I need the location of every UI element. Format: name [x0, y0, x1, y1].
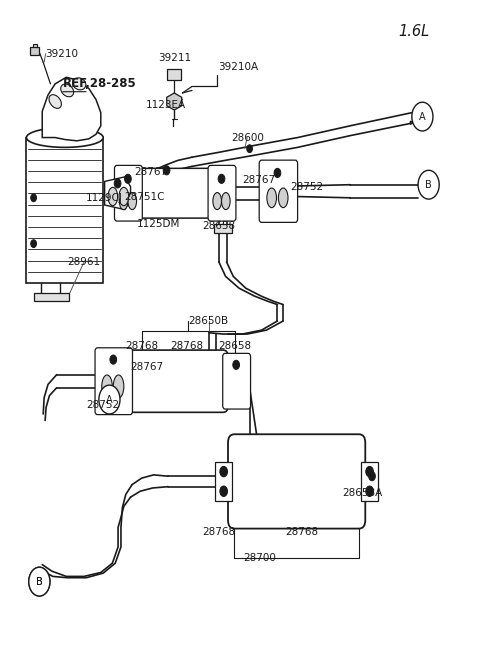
Text: 39211: 39211	[158, 52, 192, 63]
FancyBboxPatch shape	[208, 166, 236, 221]
Text: 28961: 28961	[67, 257, 101, 267]
Circle shape	[418, 170, 439, 199]
Circle shape	[29, 567, 50, 596]
Circle shape	[99, 385, 120, 414]
Circle shape	[366, 486, 373, 496]
Circle shape	[366, 466, 373, 477]
Polygon shape	[30, 47, 39, 55]
Polygon shape	[215, 462, 232, 501]
Text: B: B	[36, 576, 43, 587]
Text: 1125DM: 1125DM	[137, 219, 180, 229]
FancyBboxPatch shape	[114, 166, 142, 221]
Circle shape	[220, 486, 228, 496]
Ellipse shape	[221, 193, 230, 210]
Ellipse shape	[26, 128, 103, 147]
Text: 28650B: 28650B	[189, 316, 229, 326]
Circle shape	[124, 174, 132, 183]
Circle shape	[163, 166, 170, 175]
Circle shape	[220, 466, 228, 477]
Circle shape	[369, 472, 375, 481]
Text: 28768: 28768	[125, 341, 158, 351]
Circle shape	[218, 174, 225, 183]
Ellipse shape	[119, 193, 128, 210]
FancyBboxPatch shape	[127, 350, 228, 413]
FancyBboxPatch shape	[228, 434, 365, 529]
Circle shape	[274, 168, 281, 178]
Ellipse shape	[267, 188, 276, 208]
Polygon shape	[33, 44, 37, 47]
Ellipse shape	[102, 375, 112, 398]
Text: 1129CJ: 1129CJ	[85, 193, 122, 203]
Text: 28767: 28767	[242, 175, 275, 185]
Circle shape	[31, 194, 36, 202]
Polygon shape	[26, 138, 103, 283]
Text: B: B	[36, 576, 43, 587]
Text: 28658: 28658	[218, 341, 252, 351]
Ellipse shape	[72, 78, 86, 90]
Polygon shape	[167, 93, 182, 110]
Text: 28752: 28752	[86, 400, 120, 410]
Text: B: B	[425, 179, 432, 190]
Polygon shape	[214, 224, 232, 233]
Text: 28751C: 28751C	[124, 191, 164, 202]
FancyBboxPatch shape	[223, 354, 251, 409]
Polygon shape	[361, 462, 378, 501]
Text: 28767: 28767	[130, 362, 163, 372]
Circle shape	[29, 567, 50, 596]
Circle shape	[110, 355, 117, 364]
FancyBboxPatch shape	[259, 160, 298, 223]
Circle shape	[233, 360, 240, 369]
Ellipse shape	[213, 193, 222, 210]
Ellipse shape	[119, 187, 129, 206]
Text: A: A	[419, 111, 426, 122]
Circle shape	[412, 102, 433, 131]
Polygon shape	[105, 177, 131, 210]
Ellipse shape	[60, 84, 74, 97]
Text: 28768: 28768	[170, 341, 204, 351]
Polygon shape	[34, 293, 69, 301]
FancyBboxPatch shape	[136, 168, 214, 218]
Text: 28600: 28600	[231, 132, 264, 143]
Ellipse shape	[49, 95, 61, 108]
Text: A: A	[106, 394, 113, 405]
Text: 28768: 28768	[285, 527, 318, 537]
Ellipse shape	[113, 375, 124, 398]
Text: 39210: 39210	[46, 48, 79, 59]
FancyBboxPatch shape	[95, 348, 132, 415]
Text: 1.6L: 1.6L	[398, 24, 430, 39]
Circle shape	[31, 240, 36, 248]
Circle shape	[114, 179, 121, 188]
Polygon shape	[42, 77, 101, 141]
Text: 39210A: 39210A	[218, 62, 259, 72]
Text: 28767: 28767	[134, 166, 168, 177]
Circle shape	[247, 145, 252, 153]
Text: 1123EA: 1123EA	[145, 100, 186, 110]
Text: 28752: 28752	[290, 181, 324, 192]
Polygon shape	[167, 69, 181, 80]
Polygon shape	[410, 117, 422, 126]
Text: REF,28-285: REF,28-285	[62, 77, 136, 90]
Ellipse shape	[278, 188, 288, 208]
Text: 28700: 28700	[243, 553, 276, 563]
Text: 28768: 28768	[202, 527, 235, 537]
Ellipse shape	[108, 187, 118, 206]
Text: 28658: 28658	[202, 221, 235, 231]
Ellipse shape	[128, 193, 136, 210]
Text: 28658A: 28658A	[342, 487, 382, 498]
